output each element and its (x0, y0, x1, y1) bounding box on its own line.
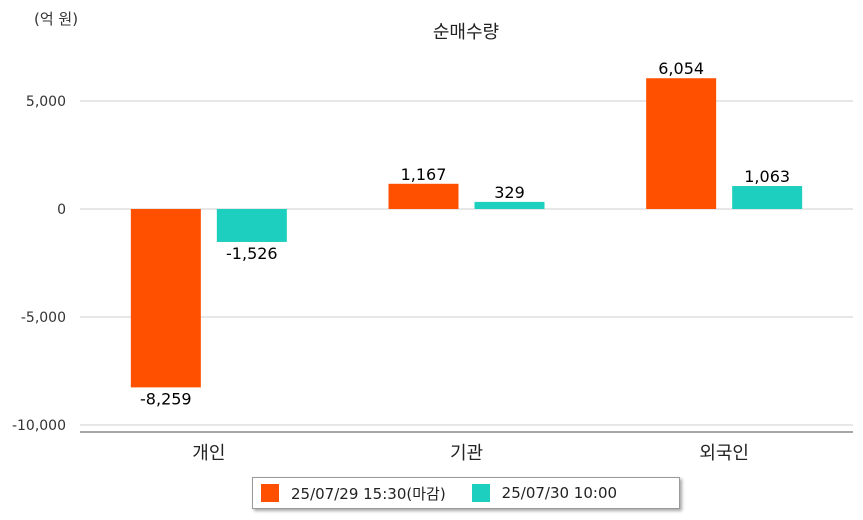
bar-value-label: 329 (494, 183, 525, 202)
bar-value-label: -8,259 (140, 389, 192, 408)
category-label: 외국인 (699, 443, 749, 464)
bar[interactable] (732, 186, 803, 209)
bar[interactable] (216, 209, 287, 242)
bar-value-label: 1,167 (401, 165, 447, 184)
category-labels: 개인 기관 외국인 (192, 443, 749, 464)
unit-label: (억 원) (34, 10, 78, 28)
legend-item-series-2[interactable]: 25/07/30 10:00 (471, 484, 618, 502)
y-tick-label: 5,000 (26, 94, 66, 110)
bar-value-label: 6,054 (658, 59, 704, 78)
y-tick-label: 0 (57, 202, 66, 218)
bar-value-label: 1,063 (744, 167, 790, 186)
legend-label-series-1: 25/07/29 15:30(마감) (291, 484, 446, 503)
bar-value-label: -1,526 (226, 244, 278, 263)
legend-swatch-series-2 (471, 484, 490, 502)
bar[interactable] (474, 201, 545, 209)
bar[interactable] (646, 78, 717, 209)
legend-item-series-1[interactable]: 25/07/29 15:30(마감) (261, 483, 446, 504)
gridlines (80, 100, 853, 426)
bar-value-labels: -8,259 -1,526 1,167 329 6,054 1,063 (140, 59, 790, 408)
bars (130, 78, 803, 388)
legend: 25/07/29 15:30(마감) 25/07/30 10:00 (252, 477, 680, 509)
chart-title: 순매수량 (433, 22, 499, 43)
bar[interactable] (130, 209, 201, 388)
y-tick-label: -10,000 (12, 418, 66, 434)
legend-swatch-series-1 (261, 484, 279, 502)
y-tick-label: -5,000 (21, 310, 66, 326)
category-label: 기관 (450, 443, 483, 464)
category-label: 개인 (192, 443, 225, 464)
bar[interactable] (388, 183, 459, 209)
legend-label-series-2: 25/07/30 10:00 (501, 484, 618, 502)
y-axis-tick-labels: 5,000 0 -5,000 -10,000 (12, 94, 66, 434)
